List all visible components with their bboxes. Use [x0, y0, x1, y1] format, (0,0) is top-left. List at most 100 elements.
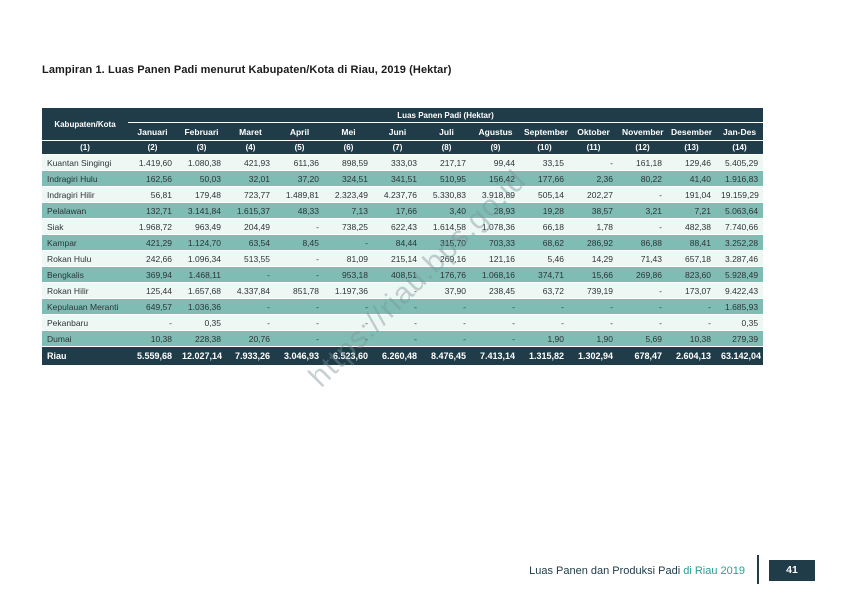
value-cell: 1.096,34	[177, 250, 226, 267]
value-cell: -	[667, 314, 716, 331]
value-cell: -	[471, 298, 520, 315]
value-cell: 84,44	[373, 234, 422, 251]
column-number: (1)	[42, 140, 128, 155]
value-cell: -	[569, 154, 618, 171]
value-cell: 374,71	[520, 266, 569, 283]
value-cell: 50,03	[177, 170, 226, 187]
value-cell: 851,78	[275, 282, 324, 299]
value-cell: 173,07	[667, 282, 716, 299]
value-cell: 56,81	[128, 186, 177, 203]
value-cell: -	[275, 314, 324, 331]
value-cell: 657,18	[667, 250, 716, 267]
value-cell: 63,54	[226, 234, 275, 251]
column-number: (10)	[520, 140, 569, 155]
table-row: Bengkalis 369,94 1.468,11- -953,18 408,51 176…	[42, 266, 764, 283]
value-cell: 421,93	[226, 154, 275, 171]
region-name-cell: Siak	[42, 218, 128, 235]
value-cell: 1.657,68	[177, 282, 226, 299]
value-cell: 723,77	[226, 186, 275, 203]
value-cell: 1.197,36	[324, 282, 373, 299]
value-cell: 3,21	[618, 202, 667, 219]
value-cell: -	[667, 298, 716, 315]
value-cell: 505,14	[520, 186, 569, 203]
table-row: Pekanbaru -0,35- - - - - - - - - -0,35	[42, 314, 764, 331]
value-cell: -	[569, 314, 618, 331]
value-cell: 369,94	[128, 266, 177, 283]
column-number: (4)	[226, 140, 275, 155]
value-cell: -	[275, 266, 324, 283]
value-cell: -	[226, 314, 275, 331]
value-cell: -	[275, 298, 324, 315]
region-name-cell: Indragiri Hulu	[42, 170, 128, 187]
value-cell: 269,16	[422, 250, 471, 267]
value-cell: 1.489,81	[275, 186, 324, 203]
value-cell: 7.413,14	[471, 346, 520, 365]
value-cell: 1.080,38	[177, 154, 226, 171]
value-cell: 3.918,89	[471, 186, 520, 203]
value-cell: -	[373, 330, 422, 347]
table-row: Siak 1.968,72 963,49 204,49-738,25 622,43 1.6…	[42, 218, 764, 235]
group-header-row: Kabupaten/Kota Luas Panen Padi (Hektar)	[42, 108, 764, 141]
row-header-label: Kabupaten/Kota	[42, 108, 128, 141]
value-cell: 1,90	[569, 330, 618, 347]
value-cell: -	[226, 298, 275, 315]
month-column-header: April	[275, 122, 324, 141]
value-cell: 1.302,94	[569, 346, 618, 365]
value-cell: -	[422, 314, 471, 331]
value-cell: 10,38	[128, 330, 177, 347]
month-column-header: Jan-Des	[716, 122, 764, 141]
table-row: Rokan Hulu 242,66 1.096,34 513,55-81,09 215,…	[42, 250, 764, 267]
column-number: (9)	[471, 140, 520, 155]
value-cell: 215,14	[373, 250, 422, 267]
value-cell: 191,04	[667, 186, 716, 203]
value-cell: -	[373, 298, 422, 315]
value-cell: -	[128, 314, 177, 331]
value-cell: 1.315,82	[520, 346, 569, 365]
value-cell: -	[618, 282, 667, 299]
value-cell: 1.036,36	[177, 298, 226, 315]
value-cell: 161,18	[618, 154, 667, 171]
value-cell: 80,22	[618, 170, 667, 187]
value-cell: 68,62	[520, 234, 569, 251]
value-cell: 66,18	[520, 218, 569, 235]
value-cell: 333,03	[373, 154, 422, 171]
value-cell: 20,76	[226, 330, 275, 347]
value-cell: 177,66	[520, 170, 569, 187]
value-cell: 3.141,84	[177, 202, 226, 219]
value-cell: 3.252,28	[716, 234, 764, 251]
value-cell: -	[275, 218, 324, 235]
value-cell: 17,66	[373, 202, 422, 219]
table-row: Kuantan Singingi 1.419,60 1.080,38 421,93 61…	[42, 154, 764, 171]
value-cell: 28,93	[471, 202, 520, 219]
value-cell: 6.260,48	[373, 346, 422, 365]
region-name-cell: Kepulauan Meranti	[42, 298, 128, 315]
value-cell: -	[618, 314, 667, 331]
table-row: Indragiri Hulu 162,56 50,03 32,01 37,20 324,5…	[42, 170, 764, 187]
value-cell: 179,48	[177, 186, 226, 203]
table-row: Kampar 421,29 1.124,70 63,54 8,45-84,44 315,7…	[42, 234, 764, 251]
value-cell: 739,19	[569, 282, 618, 299]
table-row: Rokan Hilir 125,44 1.657,68 4.337,84 851,78 1…	[42, 282, 764, 299]
value-cell: 19,28	[520, 202, 569, 219]
month-column-header: Maret	[226, 122, 275, 141]
column-number: (7)	[373, 140, 422, 155]
value-cell: -	[324, 234, 373, 251]
footer-publication-title: Luas Panen dan Produksi Padi di Riau 201…	[529, 565, 745, 577]
month-column-header: Juli	[422, 122, 471, 141]
value-cell: 4.337,84	[226, 282, 275, 299]
month-column-header: Agustus	[471, 122, 520, 141]
value-cell: 738,25	[324, 218, 373, 235]
value-cell: 8.476,45	[422, 346, 471, 365]
value-cell: 5,69	[618, 330, 667, 347]
value-cell: 315,70	[422, 234, 471, 251]
table-row: Dumai 10,38 228,38 20,76- - - - -1,90 1,90 5,69 10…	[42, 330, 764, 347]
value-cell: 15,66	[569, 266, 618, 283]
value-cell: 3,40	[422, 202, 471, 219]
footer-divider	[757, 555, 759, 584]
footer-title-accent: di Riau 2019	[683, 565, 745, 577]
value-cell: 5.330,83	[422, 186, 471, 203]
value-cell: 162,56	[128, 170, 177, 187]
value-cell: 2.323,49	[324, 186, 373, 203]
value-cell: 38,57	[569, 202, 618, 219]
table-body: Kuantan Singingi 1.419,60 1.080,38 421,93 61…	[42, 154, 764, 365]
